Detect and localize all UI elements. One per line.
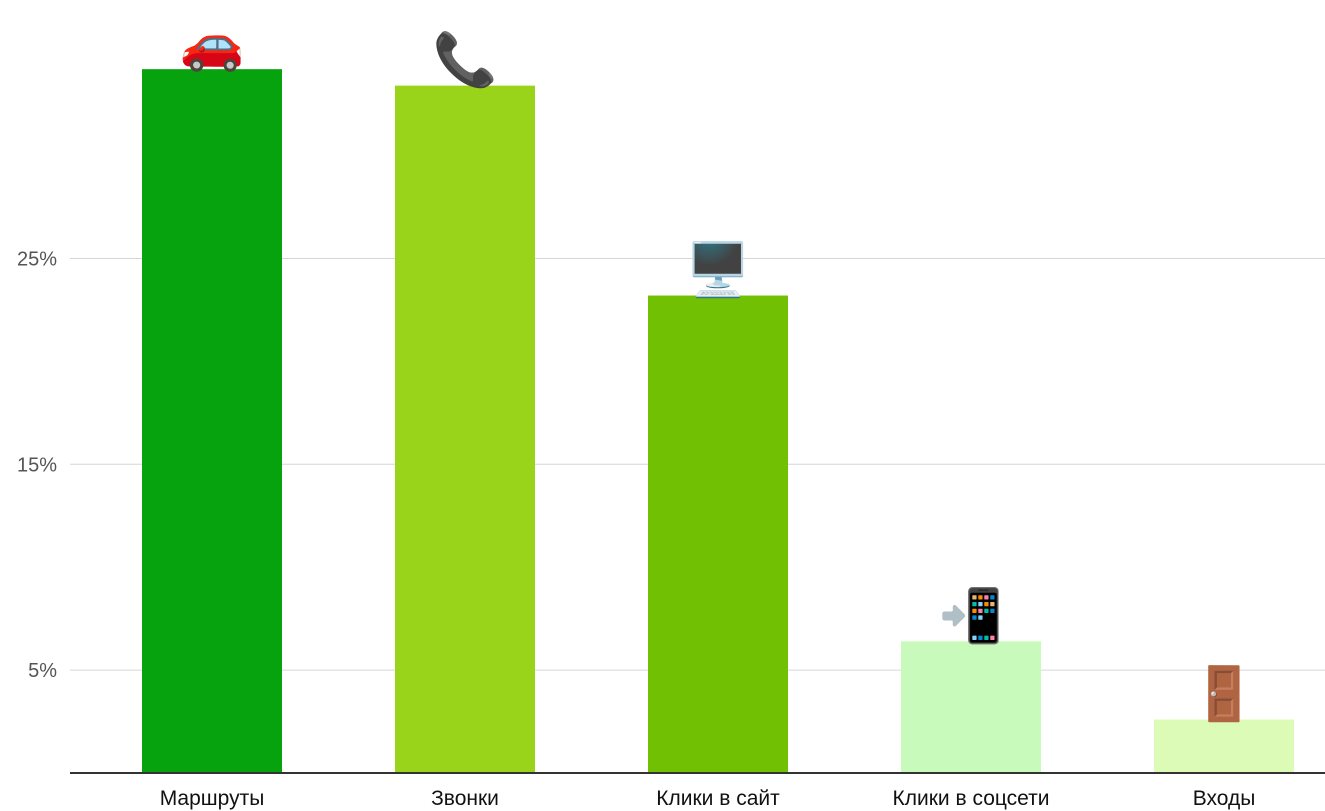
y-tick-label: 15% xyxy=(17,454,57,476)
desktop-computer-icon: 🖥️ xyxy=(686,240,751,300)
x-tick-label: Клики в сайт xyxy=(656,787,780,810)
car-icon: 🚗 xyxy=(180,15,245,73)
y-tick-label: 25% xyxy=(17,249,57,271)
bar xyxy=(901,641,1041,773)
mobile-phone-with-arrow-icon: 📲 xyxy=(939,585,1004,645)
door-icon: 🚪 xyxy=(1192,663,1257,723)
bar xyxy=(395,85,535,774)
x-tick-label: Входы xyxy=(1193,787,1256,810)
x-tick-label: Маршруты xyxy=(160,787,265,810)
bar xyxy=(142,69,282,773)
bar xyxy=(1154,719,1294,773)
icons-layer: 🚗 📞 🖥️ 📲 🚪 xyxy=(180,15,1257,723)
bar xyxy=(648,295,788,773)
labels-layer: 5% 15% 25% Маршруты Звонки Клики в сайт Клики … xyxy=(17,249,1255,811)
x-tick-label: Клики в соцсети xyxy=(893,787,1050,810)
bars-layer xyxy=(142,69,1294,774)
y-tick-label: 5% xyxy=(28,660,57,682)
x-tick-label: Звонки xyxy=(431,787,499,810)
telephone-icon: 📞 xyxy=(433,27,498,90)
